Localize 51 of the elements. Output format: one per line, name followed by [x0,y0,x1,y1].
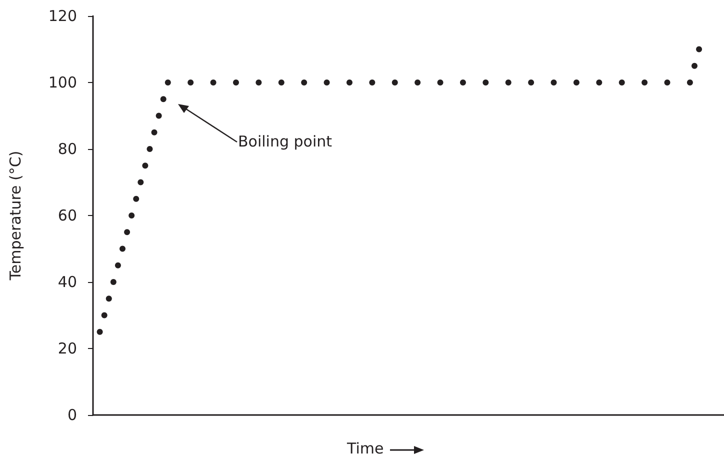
point [114,262,121,268]
point [573,80,580,86]
y-tick-label: 60 [58,206,77,224]
point [128,212,135,218]
point [392,80,398,86]
point [120,246,126,252]
point [278,80,284,86]
y-axis-title: Temperature (°C) [6,150,24,282]
point [596,80,602,86]
y-tick-label: 120 [48,7,77,25]
point [110,279,116,285]
point [324,80,330,86]
point [346,80,352,86]
point [301,80,308,86]
point [692,62,698,69]
point [686,80,693,86]
point [550,80,557,86]
point [142,162,148,169]
point [106,296,112,302]
point [188,80,194,86]
y-tick-label: 80 [58,140,77,158]
y-tick-label: 0 [67,406,77,424]
point [233,80,239,86]
point [460,80,466,86]
point [210,80,216,86]
point [164,80,171,86]
point [138,179,144,186]
point [369,80,376,86]
x-axis-title: Time [346,440,384,458]
point [437,80,444,86]
point [664,80,670,86]
point [642,80,648,86]
point [618,80,625,86]
annotation: Boiling point [238,132,332,150]
point [505,80,512,86]
point [146,146,153,152]
y-tick-label: 100 [48,74,77,92]
y-tick-label: 40 [58,273,77,291]
point [96,328,103,335]
point [414,80,421,86]
point [133,196,140,202]
point [696,46,702,52]
point [151,129,158,136]
point [528,80,534,86]
point [156,112,162,119]
point [160,96,166,102]
point [256,80,262,86]
point [482,80,489,86]
point [124,229,130,236]
y-tick-label: 20 [58,340,77,358]
point [101,312,108,318]
